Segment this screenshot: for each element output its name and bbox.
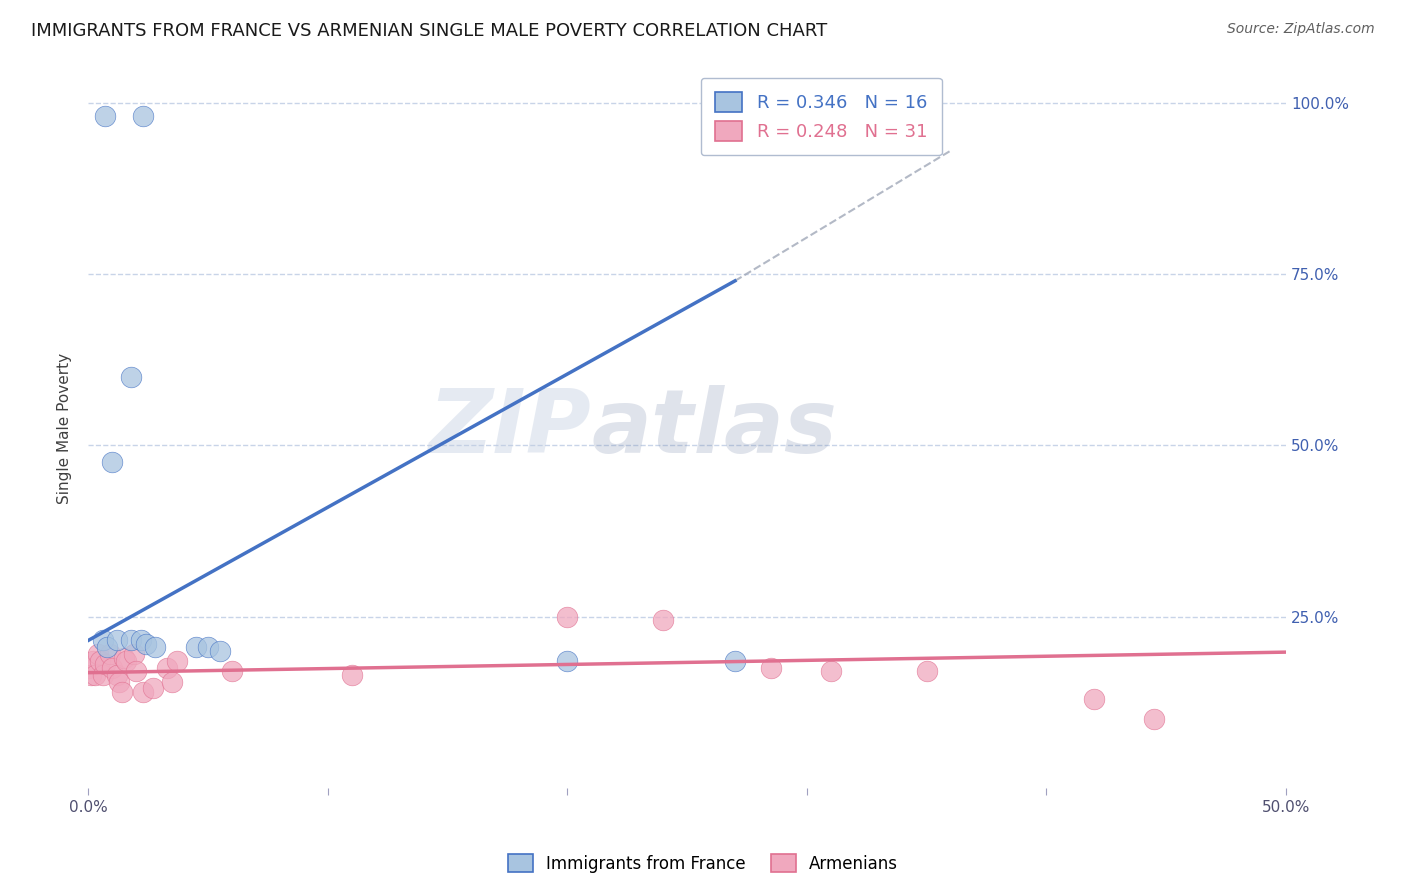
Point [555, 609, 578, 624]
Point [132, 110, 155, 124]
Point [132, 685, 155, 699]
Legend: R = 0.346   N = 16, R = 0.248   N = 31: R = 0.346 N = 16, R = 0.248 N = 31 [700, 78, 942, 155]
Point [724, 654, 747, 668]
Point [89, 654, 111, 668]
Point [915, 665, 938, 679]
Point [555, 654, 578, 668]
Point [94, 657, 117, 672]
Point [105, 667, 128, 681]
Point [1083, 691, 1105, 706]
Point [84, 667, 107, 681]
Point [91, 667, 114, 681]
Point [759, 661, 782, 675]
Point [197, 640, 219, 655]
Point [122, 647, 145, 661]
Point [77, 661, 100, 675]
Point [82, 654, 104, 668]
Point [820, 665, 842, 679]
Point [91, 633, 114, 648]
Point [96, 640, 118, 655]
Point [160, 674, 183, 689]
Point [340, 667, 363, 681]
Point [135, 637, 157, 651]
Point [120, 369, 142, 384]
Point [652, 613, 675, 627]
Point [111, 685, 134, 699]
Point [1143, 712, 1166, 726]
Point [79, 667, 101, 681]
Text: atlas: atlas [592, 384, 837, 472]
Point [115, 654, 138, 668]
Text: Source: ZipAtlas.com: Source: ZipAtlas.com [1227, 22, 1375, 37]
Point [221, 665, 243, 679]
Point [94, 110, 117, 124]
Point [120, 633, 142, 648]
Point [166, 654, 188, 668]
Point [129, 633, 152, 648]
Point [105, 633, 128, 648]
Point [143, 640, 166, 655]
Point [125, 665, 148, 679]
Point [184, 640, 207, 655]
Text: IMMIGRANTS FROM FRANCE VS ARMENIAN SINGLE MALE POVERTY CORRELATION CHART: IMMIGRANTS FROM FRANCE VS ARMENIAN SINGL… [31, 22, 827, 40]
Point [156, 661, 179, 675]
Point [208, 644, 231, 658]
Text: ZIP: ZIP [429, 384, 592, 472]
Point [98, 647, 121, 661]
Point [142, 681, 165, 696]
Point [108, 674, 131, 689]
Point [112, 650, 135, 665]
Point [101, 455, 124, 469]
Y-axis label: Single Male Poverty: Single Male Poverty [58, 352, 72, 504]
Legend: Immigrants from France, Armenians: Immigrants from France, Armenians [501, 847, 905, 880]
Point [87, 647, 110, 661]
Point [101, 661, 124, 675]
